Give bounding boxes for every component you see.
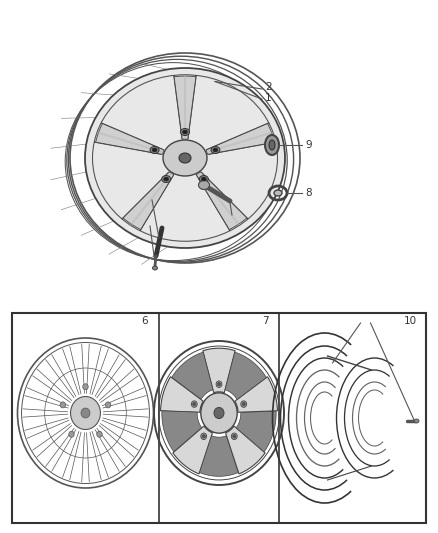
Polygon shape [162,411,202,452]
Polygon shape [161,377,203,413]
Ellipse shape [179,153,191,163]
Polygon shape [199,436,239,477]
Ellipse shape [163,140,207,176]
Polygon shape [96,124,164,155]
Text: 4: 4 [134,225,141,235]
Ellipse shape [274,190,282,196]
Ellipse shape [217,382,221,386]
Polygon shape [225,352,266,399]
Ellipse shape [241,401,247,407]
Ellipse shape [69,431,74,437]
Polygon shape [173,426,212,474]
Text: 3: 3 [234,214,240,224]
Text: 9: 9 [305,140,311,150]
Ellipse shape [198,181,209,190]
Ellipse shape [83,384,88,390]
Ellipse shape [191,401,197,407]
Polygon shape [226,426,265,474]
Ellipse shape [60,402,66,408]
Text: 8: 8 [305,188,311,198]
Ellipse shape [414,419,419,423]
Ellipse shape [106,402,111,408]
Ellipse shape [162,175,171,182]
Ellipse shape [81,408,90,418]
Ellipse shape [242,402,245,406]
Ellipse shape [201,393,237,433]
Ellipse shape [193,402,196,406]
Ellipse shape [152,266,158,270]
Polygon shape [203,348,235,393]
Polygon shape [174,76,196,139]
Polygon shape [196,172,247,230]
Bar [12,313,426,523]
Text: 7: 7 [262,316,268,326]
Ellipse shape [201,433,207,440]
Ellipse shape [214,407,224,418]
Ellipse shape [231,433,237,440]
Polygon shape [235,377,277,413]
Polygon shape [206,124,274,155]
Ellipse shape [180,128,190,135]
Ellipse shape [269,140,275,150]
Ellipse shape [199,175,208,182]
Polygon shape [172,352,213,399]
Ellipse shape [265,135,279,155]
Ellipse shape [216,381,222,387]
Ellipse shape [164,177,169,181]
Ellipse shape [202,434,205,438]
Polygon shape [236,411,276,452]
Ellipse shape [233,434,236,438]
Ellipse shape [213,148,218,152]
Ellipse shape [71,397,100,430]
Ellipse shape [150,147,159,154]
Text: 6: 6 [141,316,148,326]
Ellipse shape [183,130,187,134]
Ellipse shape [85,68,285,248]
Ellipse shape [201,177,206,181]
Polygon shape [123,172,174,230]
Ellipse shape [211,147,220,154]
Ellipse shape [97,431,102,437]
Text: 1: 1 [265,93,272,103]
Text: 5: 5 [136,191,143,201]
Text: 10: 10 [403,316,417,326]
Text: 2: 2 [265,82,272,92]
Ellipse shape [152,148,157,152]
